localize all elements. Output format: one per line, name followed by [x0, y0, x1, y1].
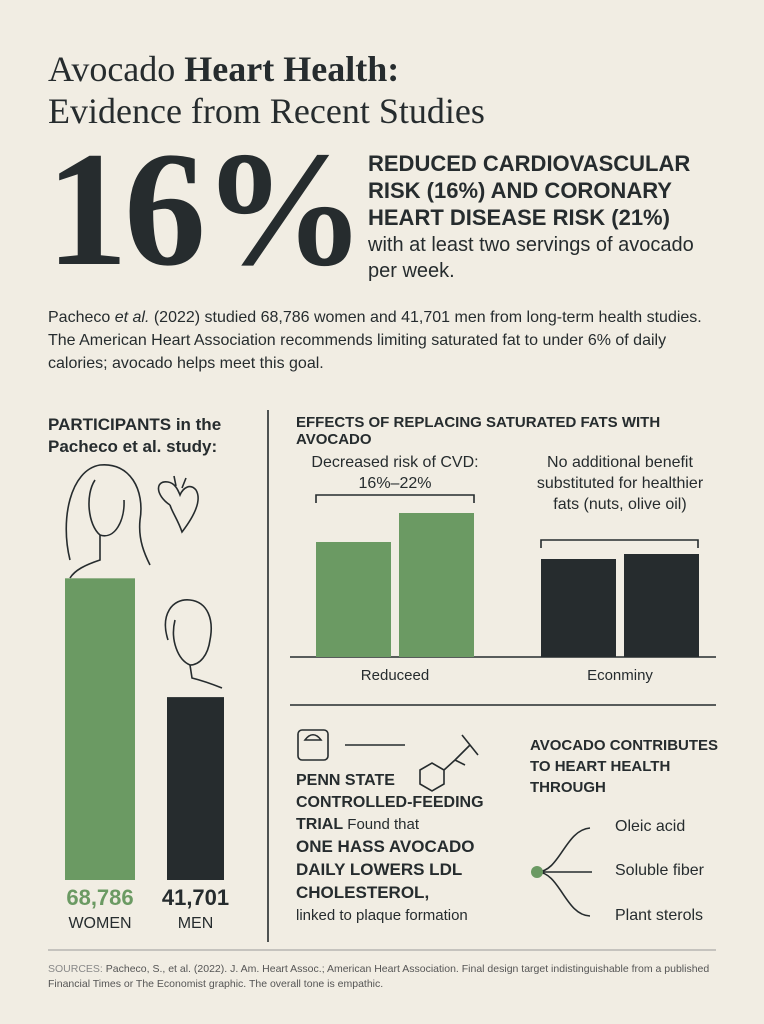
hero-stat: 16%	[46, 119, 366, 300]
chart-title: EFFECTS OF REPLACING SATURATED FATS WITH…	[296, 414, 661, 448]
bar	[624, 554, 699, 657]
intro: Pacheco et al. (2022) studied 68,786 wom…	[48, 306, 728, 375]
sources-label: SOURCES:	[48, 963, 103, 975]
bar	[167, 697, 224, 880]
title-bold: Heart Health:	[184, 49, 400, 89]
value-label: 41,701	[162, 885, 229, 910]
trial-bold: PENN STATE CONTROLLED-FEEDING TRIAL	[296, 772, 484, 833]
trial-text: Found that	[343, 816, 419, 833]
value-label: 68,786	[66, 885, 133, 910]
icons	[48, 410, 716, 951]
branches	[536, 827, 592, 917]
bracket	[315, 494, 475, 503]
trial-finding: ONE HASS AVOCADO DAILY LOWERS LDL CHOLES…	[296, 837, 475, 902]
bar	[541, 559, 616, 657]
woman-icon	[65, 464, 151, 579]
annotation: Decreased risk of CVD: 16%–22%	[311, 454, 479, 492]
molecule-icon	[419, 734, 479, 792]
contributes-item: Plant sterols	[615, 907, 704, 924]
trial-note: linked to plaque formation	[296, 907, 468, 924]
category-label: MEN	[178, 915, 214, 932]
intro-text: (2022) studied 68,786 women and 41,701 m…	[48, 309, 702, 372]
bracket	[540, 539, 699, 548]
heart-icon	[157, 475, 199, 534]
sources: SOURCES: Pacheco, S., et al. (2022). J. …	[48, 962, 718, 992]
bar	[399, 513, 474, 657]
category-label: Reduceed	[361, 667, 429, 684]
category-label: WOMEN	[68, 915, 131, 932]
scale-icon	[297, 729, 329, 761]
bar	[316, 542, 391, 657]
title-line: Evidence from Recent Studies	[48, 91, 485, 131]
hero-headline: REDUCED CARDIOVASCULAR RISK (16%) AND CO…	[368, 151, 691, 230]
scale-dial	[303, 733, 323, 741]
branch-dot	[531, 866, 543, 878]
title-text: Avocado	[48, 49, 185, 89]
chart-title: PARTICIPANTS in the Pacheco et al. study…	[48, 415, 222, 456]
category-label: Econminy	[587, 667, 653, 684]
hero-text: with at least two servings of avocado pe…	[368, 234, 694, 282]
intro-author: Pacheco	[48, 309, 115, 326]
title: Avocado Heart Health: Evidence from Recen…	[48, 48, 485, 132]
trial: PENN STATE CONTROLLED-FEEDING TRIAL Foun…	[296, 770, 506, 927]
intro-etal: et al.	[114, 309, 150, 326]
contributes-item: Oleic acid	[615, 818, 686, 835]
contributes-item: Soluble fiber	[615, 862, 704, 879]
annotation: No additional benefit substituted for he…	[536, 454, 704, 513]
sources-text: Pacheco, S., et al. (2022). J. Am. Heart…	[48, 963, 710, 990]
contributes-title: AVOCADO CONTRIBUTES TO HEART HEALTH THRO…	[530, 737, 719, 796]
bar	[65, 578, 135, 880]
man-icon	[164, 599, 223, 689]
